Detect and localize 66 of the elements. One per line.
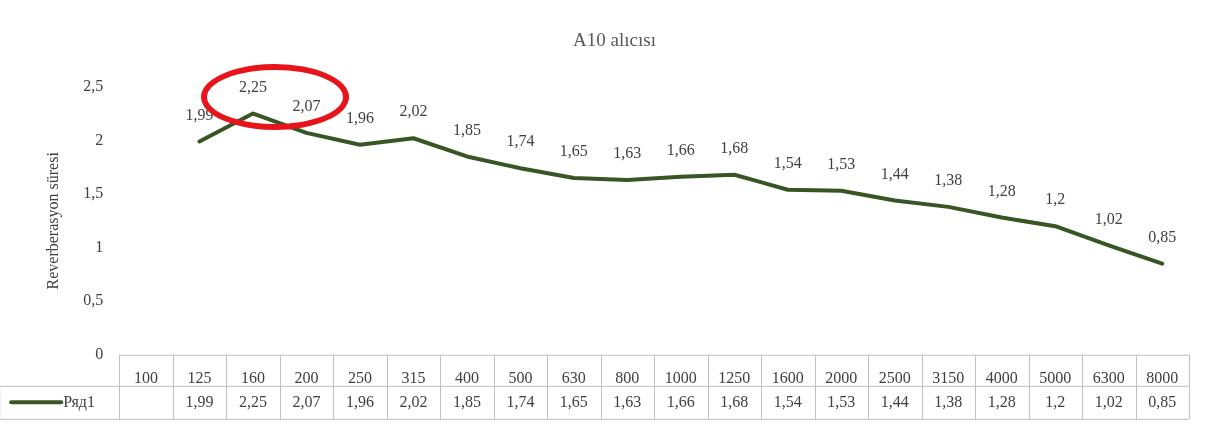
x-tick-label: 630 xyxy=(561,368,586,386)
text: 1,54 xyxy=(773,153,802,171)
text: 2,25 xyxy=(238,77,267,95)
x-tick-label: 160 xyxy=(240,368,265,386)
y-tick-label: 0,5 xyxy=(83,291,104,309)
x-tick-label: 1000 xyxy=(664,368,697,386)
text: 1,2 xyxy=(1045,190,1066,208)
text: 1,74 xyxy=(506,132,535,150)
data-label: 1,63 xyxy=(613,392,642,410)
data-label: 1,53 xyxy=(827,392,856,410)
x-tick-label: 4000 xyxy=(985,368,1018,386)
x-tick-label: 5000 xyxy=(1039,368,1072,386)
x-tick-label: 6300 xyxy=(1092,368,1125,386)
y-tick-label: 1 xyxy=(95,237,104,255)
y-tick-label: 2 xyxy=(95,130,104,148)
y-tick-label: 2,5 xyxy=(83,77,104,94)
x-tick-label: 200 xyxy=(294,368,319,386)
data-label: 1,85 xyxy=(452,392,481,410)
y-axis-title: Reverberasyon süresi xyxy=(43,151,62,290)
data-label: 1,96 xyxy=(345,392,374,410)
data-label: 2,02 xyxy=(399,392,428,410)
text: 0,85 xyxy=(1148,227,1177,245)
text: 1,02 xyxy=(1094,209,1123,227)
x-tick-label: 8000 xyxy=(1146,368,1179,386)
text: 1,85 xyxy=(452,120,481,138)
data-label: 2,25 xyxy=(238,392,267,410)
text: 1,38 xyxy=(934,171,963,189)
data-label: 1,28 xyxy=(987,392,1016,410)
x-tick-label: 3150 xyxy=(932,368,965,386)
text: 1,96 xyxy=(345,108,374,126)
x-tick-label: 125 xyxy=(187,368,212,386)
text: 1,63 xyxy=(613,144,642,162)
x-tick-label: 315 xyxy=(401,368,426,386)
text: 1,53 xyxy=(827,154,856,172)
text: 2,07 xyxy=(292,97,321,115)
x-tick-label: 2500 xyxy=(878,368,911,386)
data-label: 1,65 xyxy=(559,392,588,410)
x-tick-label: 1600 xyxy=(771,368,804,386)
data-label: 0,85 xyxy=(1148,392,1177,410)
data-label: 1,54 xyxy=(773,392,802,410)
y-tick-label: 0 xyxy=(95,345,104,362)
text: 1,44 xyxy=(880,164,909,182)
x-tick-label: 800 xyxy=(615,368,640,386)
text: 1,28 xyxy=(987,181,1016,199)
data-label: 1,99 xyxy=(185,392,214,410)
data-label: 1,2 xyxy=(1045,392,1066,410)
data-label: 1,02 xyxy=(1094,392,1123,410)
data-label: 1,68 xyxy=(720,392,749,410)
data-label: 2,07 xyxy=(292,392,321,410)
data-label: 1,66 xyxy=(666,392,695,410)
data-label: 1,38 xyxy=(934,392,963,410)
x-tick-label: 1250 xyxy=(718,368,751,386)
data-label: 1,44 xyxy=(880,392,909,410)
x-tick-label: 2000 xyxy=(825,368,858,386)
text: 1,68 xyxy=(720,138,749,156)
x-tick-label: 100 xyxy=(133,368,158,386)
x-tick-label: 250 xyxy=(347,368,372,386)
text: 2,02 xyxy=(399,102,428,120)
text: 1,66 xyxy=(666,141,695,159)
y-tick-label: 1,5 xyxy=(83,184,104,202)
chart-title: A10 alıcısı xyxy=(573,29,656,51)
data-label: 1,74 xyxy=(506,392,535,410)
x-tick-label: 500 xyxy=(508,368,533,386)
legend-label: Ряд1 xyxy=(63,392,95,411)
text: 1,65 xyxy=(559,142,588,160)
x-tick-label: 400 xyxy=(454,368,479,386)
